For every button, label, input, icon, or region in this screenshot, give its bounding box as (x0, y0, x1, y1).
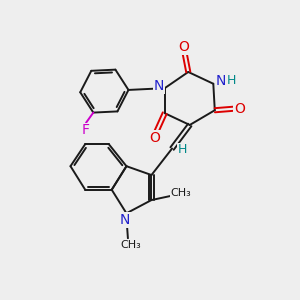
Text: F: F (81, 123, 89, 137)
Text: H: H (226, 74, 236, 87)
Text: O: O (150, 131, 160, 145)
Text: H: H (178, 143, 187, 157)
Text: CH₃: CH₃ (170, 188, 191, 198)
Text: N: N (120, 213, 130, 227)
Text: N: N (215, 74, 226, 88)
Text: O: O (234, 102, 245, 116)
Text: CH₃: CH₃ (121, 240, 141, 250)
Text: N: N (154, 79, 164, 93)
Text: O: O (178, 40, 189, 54)
